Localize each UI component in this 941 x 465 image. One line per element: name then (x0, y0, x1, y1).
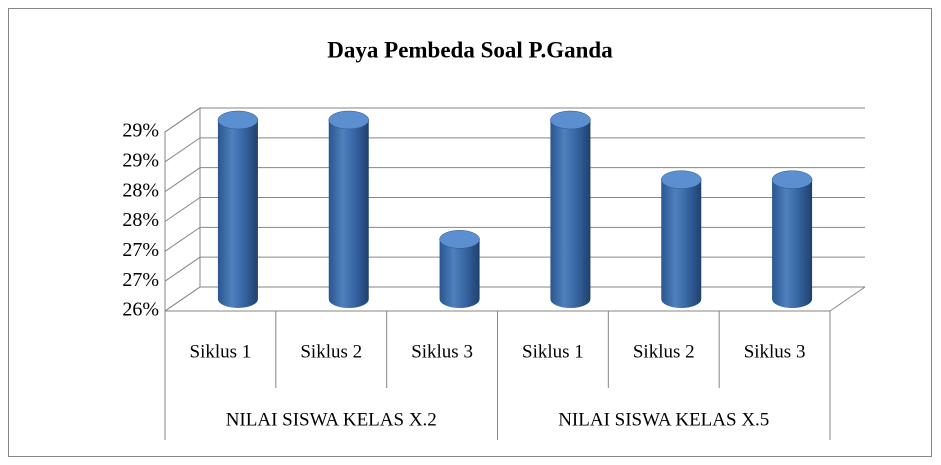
bar-top (328, 110, 369, 130)
grid-line (164, 286, 865, 312)
bar (771, 170, 813, 308)
y-tick-label: 28% (122, 179, 159, 201)
bar-body (550, 120, 591, 308)
bar-body (217, 120, 258, 308)
grid-line (164, 137, 865, 163)
bar-top (661, 170, 702, 189)
x-tick-label: Siklus 3 (744, 341, 806, 362)
bar (439, 230, 480, 308)
x-tick-label: Siklus 3 (411, 341, 473, 362)
bar-body (439, 239, 480, 308)
bar (661, 170, 702, 308)
y-tick-label: 26% (122, 299, 159, 321)
bar-body (328, 120, 369, 308)
bar-body (772, 179, 813, 308)
chart-title: Daya Pembeda Soal P.Ganda (327, 37, 613, 62)
y-tick-label: 27% (122, 269, 159, 291)
grid-line (164, 197, 865, 222)
bar (217, 110, 259, 308)
x-tick-label: Siklus 2 (300, 341, 362, 362)
y-tick-label: 27% (122, 239, 159, 261)
bar-top (550, 110, 591, 130)
y-tick-label: 29% (122, 120, 159, 142)
bar-top (771, 170, 813, 189)
grid-line (164, 107, 865, 133)
bar (550, 110, 591, 308)
bar-body (661, 179, 702, 308)
x-tick-label: Siklus 1 (522, 341, 584, 362)
grid-line (164, 226, 865, 252)
grid-line (164, 167, 865, 193)
y-tick-label: 29% (122, 149, 159, 171)
x-tick-label: Siklus 2 (633, 341, 695, 362)
bar (328, 110, 369, 308)
x-tick-label: Siklus 1 (190, 341, 252, 362)
group-label: NILAI SISWA KELAS X.2 (226, 409, 437, 430)
y-tick-label: 28% (122, 209, 159, 231)
bar-top (217, 110, 259, 130)
bar-top (439, 230, 480, 249)
grid-line (164, 256, 865, 282)
group-label: NILAI SISWA KELAS X.5 (558, 409, 769, 430)
